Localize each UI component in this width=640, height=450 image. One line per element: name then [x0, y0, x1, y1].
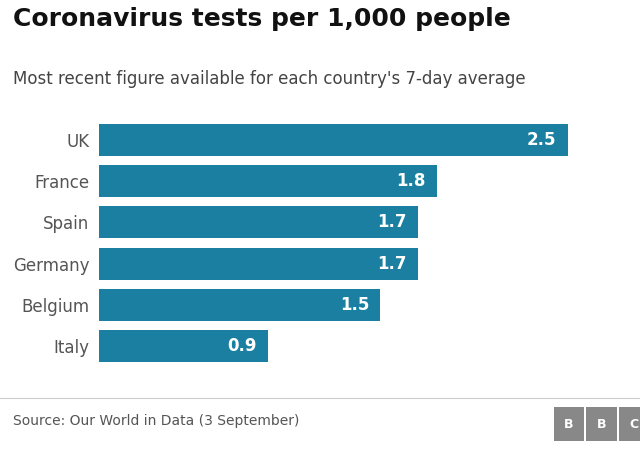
Text: 0.9: 0.9	[227, 338, 257, 356]
Bar	[99, 248, 418, 280]
Text: C: C	[630, 418, 639, 431]
Text: Source: Our World in Data (3 September): Source: Our World in Data (3 September)	[13, 414, 299, 428]
Text: 1.7: 1.7	[377, 213, 406, 231]
Bar	[99, 289, 380, 321]
Bar	[99, 124, 568, 156]
Text: 1.8: 1.8	[396, 172, 426, 190]
Text: Most recent figure available for each country's 7-day average: Most recent figure available for each co…	[13, 70, 525, 88]
Text: 1.7: 1.7	[377, 255, 406, 273]
Text: 1.5: 1.5	[340, 296, 369, 314]
Text: 2.5: 2.5	[527, 130, 557, 148]
Text: Coronavirus tests per 1,000 people: Coronavirus tests per 1,000 people	[13, 7, 511, 31]
Text: B: B	[564, 418, 573, 431]
Bar	[99, 330, 268, 362]
Bar	[99, 165, 436, 197]
Bar	[99, 206, 418, 238]
Text: B: B	[597, 418, 606, 431]
